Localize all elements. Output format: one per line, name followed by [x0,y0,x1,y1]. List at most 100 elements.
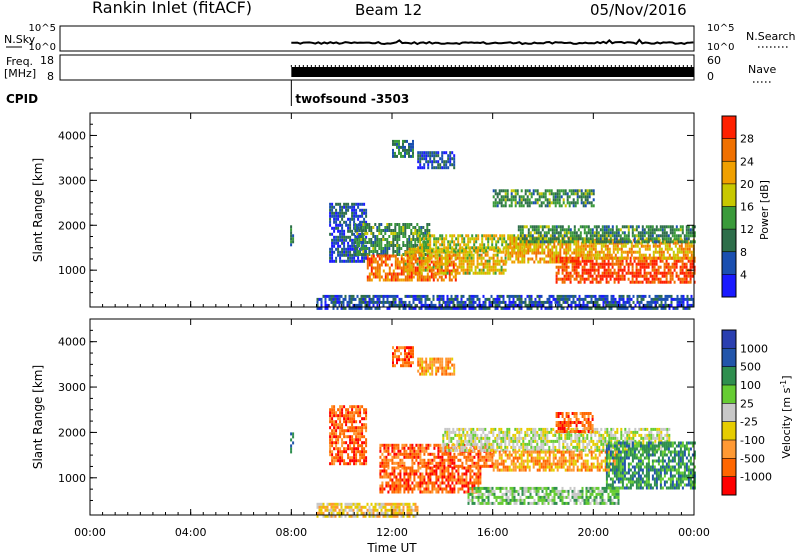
power-cell [512,294,515,298]
power-cell [452,260,455,264]
velocity-cell [423,449,426,453]
power-cell [491,234,494,238]
velocity-cell [411,490,414,494]
power-cell [460,300,463,304]
power-cell [606,303,609,307]
power-cell [441,151,444,155]
power-cell [575,259,578,263]
power-cell [561,256,564,260]
power-cell [449,243,452,247]
velocity-cell [359,420,362,424]
power-cell [438,257,441,261]
power-cell [615,277,618,281]
power-cell [416,262,419,266]
power-cell [335,235,338,239]
power-cell [354,247,357,250]
power-cell [374,223,377,226]
power-cell [368,303,371,307]
velocity-cell [379,455,382,459]
velocity-cell [421,446,424,450]
power-cell [352,306,355,310]
power-cell [678,244,681,248]
power-cell [643,256,646,260]
power-cell [666,294,669,298]
velocity-cell [389,452,392,456]
velocity-cell [449,490,452,494]
power-cell [331,211,334,215]
velocity-cell [397,449,400,453]
power-cell [509,254,512,258]
power-cell [498,268,501,272]
velocity-cell [403,478,406,482]
power-cell [537,228,540,232]
power-cell [604,256,607,260]
power-cell [412,145,414,149]
power-cell [361,256,364,260]
power-cell [501,243,504,247]
power-cell [398,238,401,241]
power-cell [392,142,394,146]
power-cell [585,259,588,263]
power-cell [577,248,580,252]
velocity-cell [343,462,346,466]
power-cell [331,244,334,248]
power-cell [599,280,602,284]
power-cell [468,271,471,275]
power-cell [400,229,403,232]
power-cell [416,294,419,298]
power-cell [418,275,421,279]
power-cell [680,297,683,301]
power-cell [390,263,393,267]
power-cell [685,256,688,260]
power-cell [404,306,407,310]
power-cell [565,259,568,263]
velocity-cell [457,452,460,456]
power-cell [671,234,674,238]
velocity-cell [353,438,356,442]
power-cell [602,253,605,257]
power-cell [651,237,654,241]
velocity-cell [391,443,394,447]
power-cell [522,204,525,208]
power-cell [589,228,592,232]
power-cell [456,297,459,301]
power-cell [555,239,558,243]
power-cell [679,265,682,269]
power-cell [349,253,352,257]
power-cell [622,306,625,310]
power-cell [577,265,580,269]
velocity-cell [435,469,438,473]
power-cell [374,294,377,298]
velocity-cell [341,414,344,418]
power-cell [618,247,621,251]
power-cell [544,306,547,310]
power-cell [593,234,596,238]
power-cell [665,265,668,269]
velocity-cell [381,481,384,485]
power-cell [646,300,649,304]
power-cell [447,154,450,158]
velocity-cell [437,464,440,468]
power-cell [292,240,295,244]
velocity-cell [335,444,338,448]
power-cell [331,208,334,212]
power-cell [633,259,636,263]
power-cell [453,234,456,238]
power-cell [507,236,510,240]
power-cell [500,294,503,298]
velocity-cell [357,426,360,430]
velocity-cell [353,405,356,409]
power-cell [574,294,577,298]
power-cell [671,262,674,266]
velocity-cell [393,452,396,456]
power-cell [423,166,426,170]
power-cell [639,234,642,238]
power-cell [610,294,613,298]
power-cell [426,272,429,276]
power-cell [668,244,671,248]
power-cell [453,160,456,164]
power-cell [402,226,405,229]
power-cell [396,238,399,241]
power-cell [560,303,563,307]
power-cell [645,231,648,235]
